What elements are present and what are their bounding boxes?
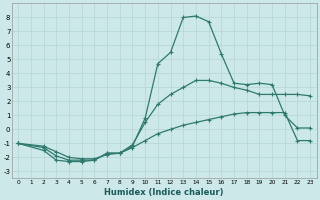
X-axis label: Humidex (Indice chaleur): Humidex (Indice chaleur) <box>104 188 224 197</box>
